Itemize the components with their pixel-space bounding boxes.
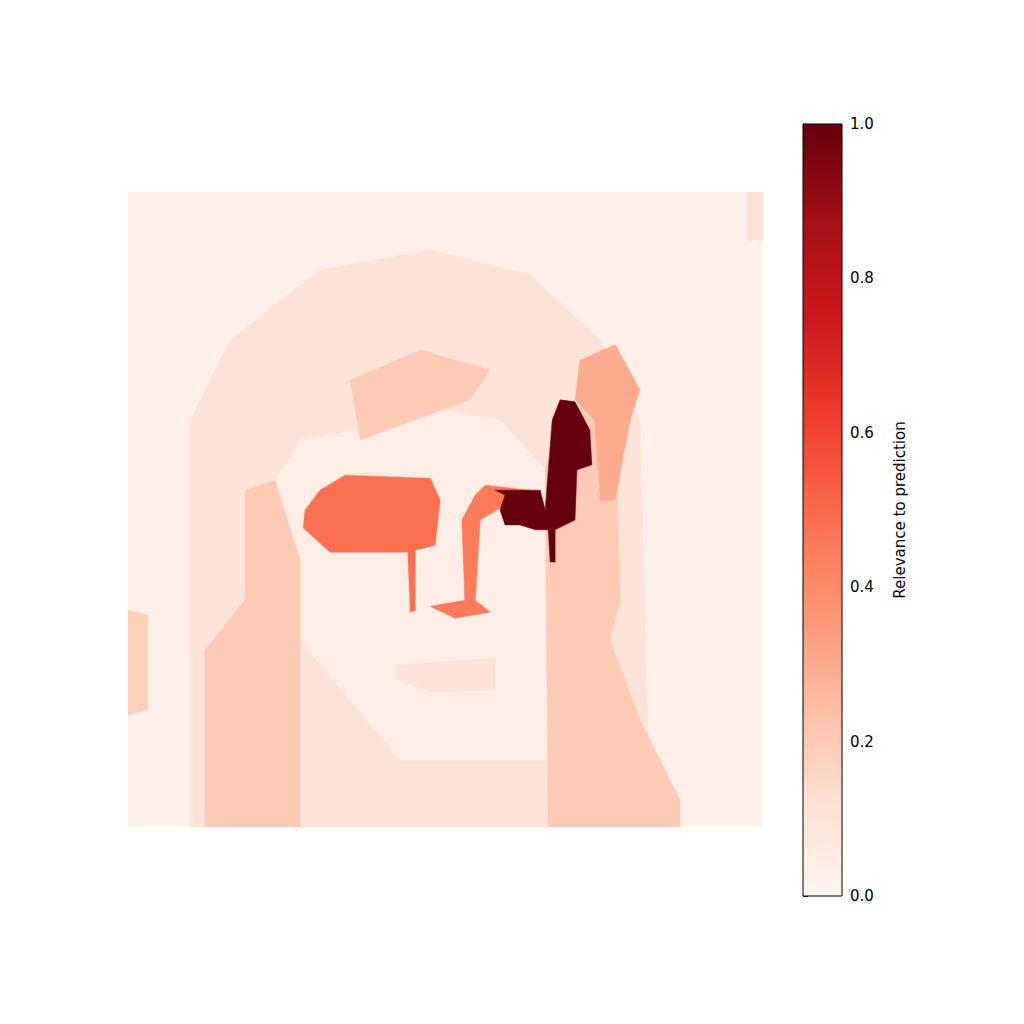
svg-text:0.0: 0.0: [850, 887, 874, 905]
svg-text:0.6: 0.6: [850, 424, 874, 442]
svg-text:0.4: 0.4: [850, 578, 874, 596]
svg-text:0.8: 0.8: [850, 269, 874, 287]
svg-text:0.2: 0.2: [850, 733, 874, 751]
svg-text:1.0: 1.0: [850, 115, 874, 133]
svg-text:Relevance to prediction: Relevance to prediction: [891, 421, 909, 598]
